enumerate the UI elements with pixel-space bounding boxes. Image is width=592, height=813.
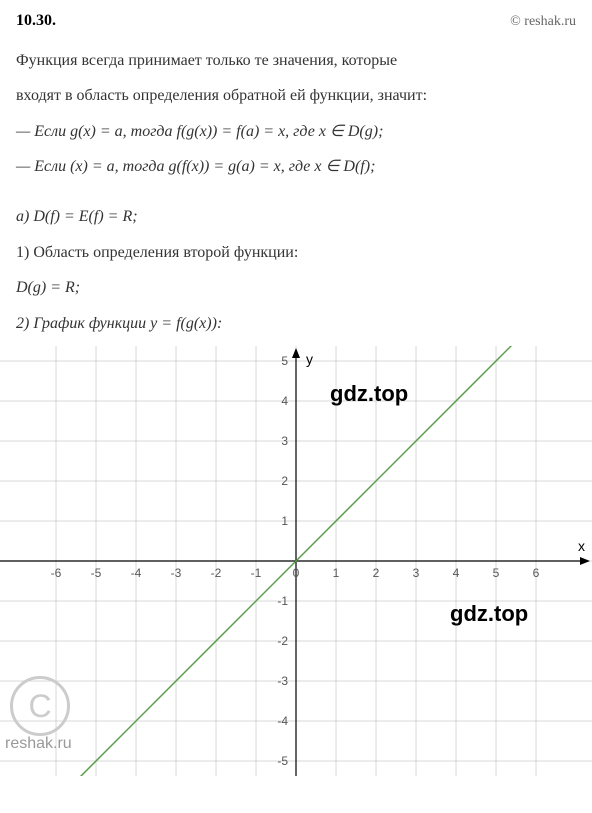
copyright-circle: C	[10, 676, 70, 736]
svg-text:-4: -4	[131, 566, 142, 580]
chart-container: gdz.top gdz.top reshak.ru C -6-5-4-3-2-1…	[0, 346, 592, 776]
svg-text:-2: -2	[211, 566, 222, 580]
svg-text:2: 2	[373, 566, 380, 580]
intro-text-1: Функция всегда принимает только те значе…	[16, 48, 576, 74]
svg-text:-5: -5	[277, 754, 288, 768]
step-1-label: 1) Область определения второй функции:	[16, 240, 576, 266]
svg-text:4: 4	[453, 566, 460, 580]
svg-text:y: y	[306, 351, 313, 367]
svg-text:1: 1	[333, 566, 340, 580]
svg-text:-1: -1	[251, 566, 262, 580]
problem-number: 10.30.	[16, 8, 56, 34]
svg-text:3: 3	[281, 434, 288, 448]
svg-text:6: 6	[533, 566, 540, 580]
condition-1: — Если g(x) = a, тогда f(g(x)) = f(a) = …	[16, 119, 576, 145]
gdz-watermark-2: gdz.top	[450, 596, 528, 631]
svg-text:-2: -2	[277, 634, 288, 648]
svg-text:5: 5	[281, 354, 288, 368]
svg-text:-5: -5	[91, 566, 102, 580]
svg-text:1: 1	[281, 514, 288, 528]
svg-text:-6: -6	[51, 566, 62, 580]
svg-text:3: 3	[413, 566, 420, 580]
function-chart: -6-5-4-3-2-10123456-6-5-4-3-2-1123456xy	[0, 346, 592, 776]
part-a: а) D(f) = E(f) = R;	[16, 204, 576, 230]
svg-text:5: 5	[493, 566, 500, 580]
svg-text:4: 4	[281, 394, 288, 408]
svg-text:x: x	[578, 538, 585, 554]
svg-text:2: 2	[281, 474, 288, 488]
gdz-watermark-1: gdz.top	[330, 376, 408, 411]
source-watermark: © reshak.ru	[510, 11, 576, 33]
step-1-result: D(g) = R;	[16, 275, 576, 301]
svg-text:-3: -3	[171, 566, 182, 580]
intro-text-2: входят в область определения обратной ей…	[16, 83, 576, 109]
svg-text:0: 0	[293, 566, 300, 580]
svg-text:-1: -1	[277, 594, 288, 608]
condition-2: — Если (x) = a, тогда g(f(x)) = g(a) = x…	[16, 154, 576, 180]
svg-text:-4: -4	[277, 714, 288, 728]
svg-text:-3: -3	[277, 674, 288, 688]
step-2-label: 2) График функции y = f(g(x)):	[16, 311, 576, 337]
